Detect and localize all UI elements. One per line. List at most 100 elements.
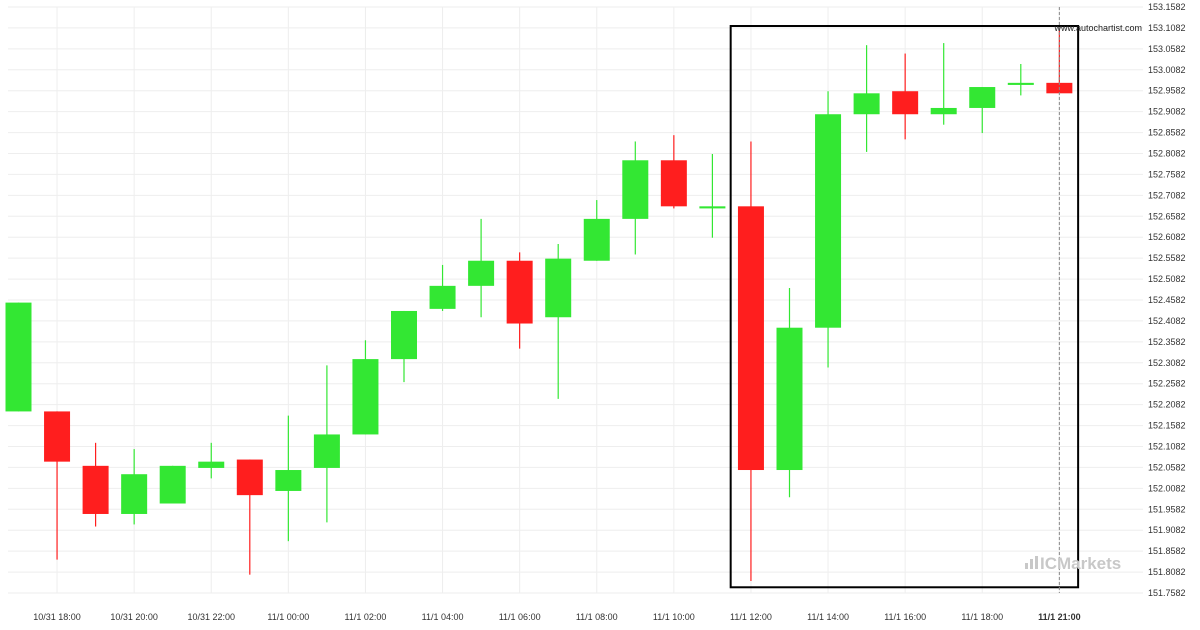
y-tick-label: 152.1082 — [1148, 442, 1186, 452]
candle-body — [930, 107, 957, 115]
candle — [121, 449, 148, 525]
y-tick-label: 152.0082 — [1148, 483, 1186, 493]
watermark-text: www.autochartist.com — [1053, 23, 1142, 33]
candle-body — [737, 206, 764, 471]
x-tick-label: 11/1 04:00 — [422, 612, 464, 622]
pattern-highlight-box — [729, 25, 1080, 589]
y-tick-label: 152.6582 — [1148, 211, 1186, 221]
candle-body — [236, 459, 263, 496]
y-tick-label: 151.9082 — [1148, 525, 1186, 535]
y-tick-label: 152.6082 — [1148, 232, 1186, 242]
logo-text: ICMarkets — [1040, 554, 1121, 573]
y-tick-label: 152.9082 — [1148, 107, 1186, 117]
y-axis: 153.1582 153.1082 153.0582 153.0082 152.9582… — [1148, 2, 1186, 598]
x-tick-label: 10/31 18:00 — [33, 612, 81, 622]
y-tick-label: 152.5582 — [1148, 253, 1186, 263]
candle-body — [44, 411, 71, 462]
candle — [82, 442, 109, 527]
candle — [468, 218, 495, 318]
candle — [699, 154, 726, 238]
candle-body — [159, 465, 186, 504]
candle-body — [429, 285, 456, 309]
candle-body — [82, 465, 109, 514]
x-tick-label: 11/1 06:00 — [499, 612, 541, 622]
candle — [892, 53, 919, 140]
candle — [44, 411, 71, 560]
logo: ICMarkets — [1025, 554, 1121, 573]
candle — [429, 264, 456, 311]
candle — [545, 243, 572, 399]
candle — [352, 340, 379, 435]
candle — [930, 43, 957, 125]
candle — [236, 459, 263, 575]
candle-body — [352, 359, 379, 435]
y-tick-label: 152.7082 — [1148, 190, 1186, 200]
overlay-layer — [729, 7, 1080, 593]
candle-body — [583, 218, 610, 261]
candle-body — [121, 474, 148, 514]
candle-body — [275, 470, 302, 491]
x-tick-label: 11/1 16:00 — [884, 612, 926, 622]
y-tick-label: 152.3082 — [1148, 358, 1186, 368]
candle — [969, 87, 996, 134]
candle — [815, 91, 842, 368]
y-tick-label: 152.8582 — [1148, 128, 1186, 138]
candle — [506, 252, 533, 349]
candle-body — [391, 310, 417, 360]
y-tick-label: 152.9582 — [1148, 86, 1186, 96]
candle — [5, 302, 32, 412]
candle-body — [545, 258, 572, 318]
x-tick-label: 11/1 00:00 — [267, 612, 309, 622]
y-tick-label: 152.0582 — [1148, 462, 1186, 472]
y-tick-label: 152.3582 — [1148, 337, 1186, 347]
candle — [391, 310, 417, 383]
candle-body — [198, 461, 225, 468]
x-tick-label: 10/31 22:00 — [187, 612, 235, 622]
y-tick-label: 153.1082 — [1148, 23, 1186, 33]
y-tick-label: 151.8082 — [1148, 567, 1186, 577]
candles-layer — [5, 30, 1073, 581]
candle-body — [892, 91, 919, 115]
y-tick-label: 152.4582 — [1148, 295, 1186, 305]
logo-bars-icon — [1025, 556, 1038, 569]
y-tick-label: 152.2082 — [1148, 400, 1186, 410]
y-tick-label: 151.8582 — [1148, 546, 1186, 556]
candle-body — [699, 206, 726, 209]
candle — [1007, 64, 1034, 96]
x-tick-label: 11/1 14:00 — [807, 612, 849, 622]
y-tick-label: 153.0582 — [1148, 44, 1186, 54]
x-tick-label: 10/31 20:00 — [110, 612, 158, 622]
candle — [159, 465, 186, 504]
candle-body — [468, 260, 495, 286]
y-tick-label: 152.4082 — [1148, 316, 1186, 326]
x-tick-label: 11/1 10:00 — [653, 612, 695, 622]
y-tick-label: 152.7582 — [1148, 169, 1186, 179]
candle — [853, 45, 880, 152]
candle-body — [776, 327, 803, 471]
y-tick-label: 152.1582 — [1148, 421, 1186, 431]
y-tick-label: 153.1582 — [1148, 2, 1186, 12]
x-tick-label: 11/1 21:00 — [1038, 612, 1081, 622]
candle-body — [506, 260, 533, 324]
x-tick-label: 11/1 08:00 — [576, 612, 618, 622]
candle-body — [622, 160, 649, 219]
candle-body — [660, 160, 687, 207]
x-tick-label: 11/1 02:00 — [345, 612, 387, 622]
candle-body — [853, 93, 880, 115]
candle — [275, 415, 302, 542]
candle — [660, 135, 687, 209]
y-tick-label: 152.5082 — [1148, 274, 1186, 284]
candle-body — [1007, 82, 1034, 85]
candle — [198, 442, 225, 479]
candle — [776, 287, 803, 498]
candle — [583, 200, 610, 261]
candle — [313, 365, 340, 523]
candle — [622, 141, 649, 255]
candle — [737, 141, 764, 581]
x-tick-label: 11/1 18:00 — [961, 612, 1003, 622]
candle-body — [5, 302, 32, 412]
candle-body — [815, 114, 842, 328]
y-tick-label: 152.8082 — [1148, 149, 1186, 159]
candle-body — [969, 87, 996, 108]
